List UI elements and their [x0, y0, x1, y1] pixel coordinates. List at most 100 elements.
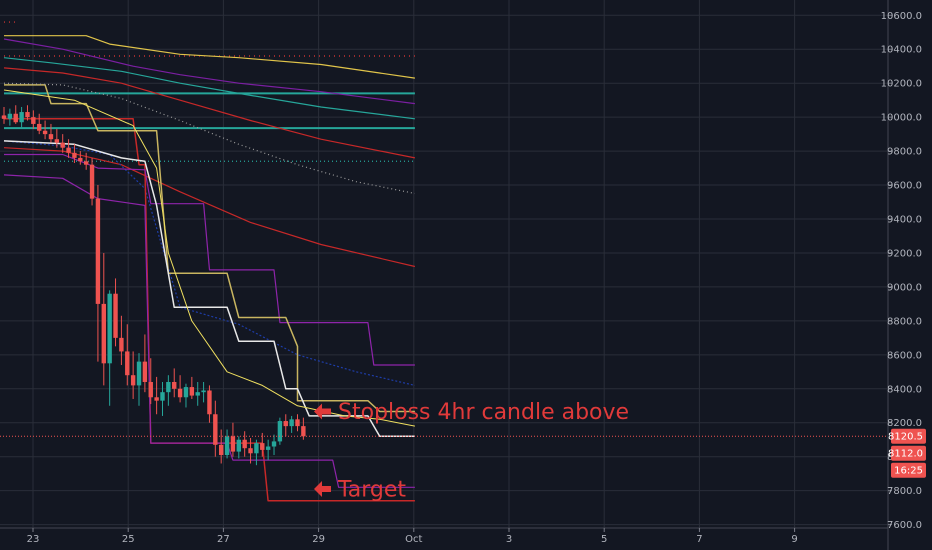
candle[interactable]: [54, 129, 60, 148]
candle[interactable]: [166, 375, 171, 406]
candle-body: [66, 147, 71, 153]
candle[interactable]: [42, 120, 48, 140]
candle[interactable]: [183, 383, 189, 408]
y-tick-label: 7800.0: [887, 486, 922, 497]
y-tick-label: 8600.0: [887, 350, 922, 361]
candle[interactable]: [142, 334, 148, 393]
candle[interactable]: [66, 139, 71, 158]
candle[interactable]: [48, 123, 54, 143]
x-tick-label: 3: [506, 534, 512, 545]
annotations: Stoploss 4hr candle above Target: [314, 400, 629, 502]
candle-body: [89, 164, 95, 199]
y-tick-label: 8200.0: [887, 418, 922, 429]
indicator-line: [3, 82, 416, 195]
candle-body: [78, 157, 83, 162]
candle[interactable]: [19, 106, 24, 128]
x-axis[interactable]: 23 25 27 29 Oct 3 5 7 9: [27, 528, 798, 545]
candle-body: [13, 113, 18, 123]
candle-body: [172, 381, 177, 389]
price-badge-bg: [891, 428, 926, 444]
candle-body: [207, 390, 212, 415]
candle[interactable]: [107, 290, 112, 406]
candle[interactable]: [160, 381, 165, 416]
candle[interactable]: [207, 385, 212, 423]
candle[interactable]: [154, 376, 159, 415]
candle[interactable]: [148, 358, 153, 405]
price-badge: 8112.0: [888, 445, 926, 461]
candle[interactable]: [7, 108, 13, 126]
price-badge: 8120.5: [888, 428, 926, 444]
y-tick-label: 9200.0: [887, 248, 922, 259]
indicator-lines: [3, 21, 416, 502]
annotation-target: Target: [314, 477, 406, 502]
x-tick-label: 7: [696, 534, 702, 545]
candle[interactable]: [248, 438, 253, 464]
y-tick-label: 7600.0: [887, 520, 922, 531]
candle[interactable]: [271, 434, 277, 455]
candle-body: [242, 439, 247, 449]
candle[interactable]: [89, 157, 95, 206]
candle[interactable]: [213, 400, 218, 457]
candle[interactable]: [125, 324, 130, 386]
candle[interactable]: [1, 106, 7, 124]
candle[interactable]: [130, 351, 136, 399]
candle-body: [160, 392, 165, 401]
candle[interactable]: [172, 368, 177, 398]
candle-body: [265, 446, 271, 450]
candle[interactable]: [60, 134, 65, 153]
indicator-line: [3, 57, 415, 120]
candle[interactable]: [37, 113, 42, 135]
candle[interactable]: [83, 152, 89, 170]
candles[interactable]: [1, 105, 306, 466]
x-tick-label: 27: [217, 534, 230, 545]
candle-body: [166, 381, 171, 393]
candle[interactable]: [31, 110, 36, 130]
indicator-line: [4, 84, 415, 413]
candle[interactable]: [72, 144, 77, 163]
candle[interactable]: [254, 439, 259, 466]
candle-body: [19, 112, 24, 123]
indicator-line: [4, 35, 415, 79]
candle-body: [213, 414, 218, 445]
candle[interactable]: [295, 414, 300, 432]
candle-body: [177, 388, 183, 398]
candle[interactable]: [260, 432, 265, 457]
candle-body: [183, 387, 189, 398]
candle-body: [7, 113, 13, 119]
candle-body: [54, 139, 60, 143]
candle-body: [125, 351, 130, 376]
candle[interactable]: [177, 375, 183, 403]
candle-body: [248, 448, 253, 454]
candle[interactable]: [236, 436, 241, 459]
candle-body: [136, 361, 142, 386]
indicator-line: [3, 89, 415, 427]
candle[interactable]: [289, 415, 294, 433]
candle[interactable]: [218, 429, 224, 464]
candle[interactable]: [242, 431, 247, 457]
candle[interactable]: [265, 439, 271, 461]
candle[interactable]: [224, 429, 230, 459]
candle[interactable]: [189, 376, 195, 399]
candle-body: [101, 303, 106, 364]
candle[interactable]: [119, 315, 124, 366]
candle-body: [1, 115, 7, 119]
candle-body: [113, 293, 118, 338]
candle-body: [130, 375, 136, 386]
candle[interactable]: [201, 381, 206, 403]
candle[interactable]: [277, 417, 283, 445]
candle[interactable]: [25, 105, 30, 121]
candle[interactable]: [230, 422, 236, 457]
candle[interactable]: [78, 151, 83, 165]
candle[interactable]: [195, 381, 200, 406]
candle[interactable]: [95, 185, 101, 362]
candle[interactable]: [13, 105, 18, 124]
candle[interactable]: [283, 414, 288, 437]
candle[interactable]: [113, 278, 118, 347]
candle-body: [195, 392, 200, 396]
indicator-line: [3, 67, 416, 159]
candle[interactable]: [101, 252, 106, 386]
candle-body: [283, 421, 288, 427]
candle-body: [201, 390, 206, 393]
candle[interactable]: [136, 353, 142, 406]
